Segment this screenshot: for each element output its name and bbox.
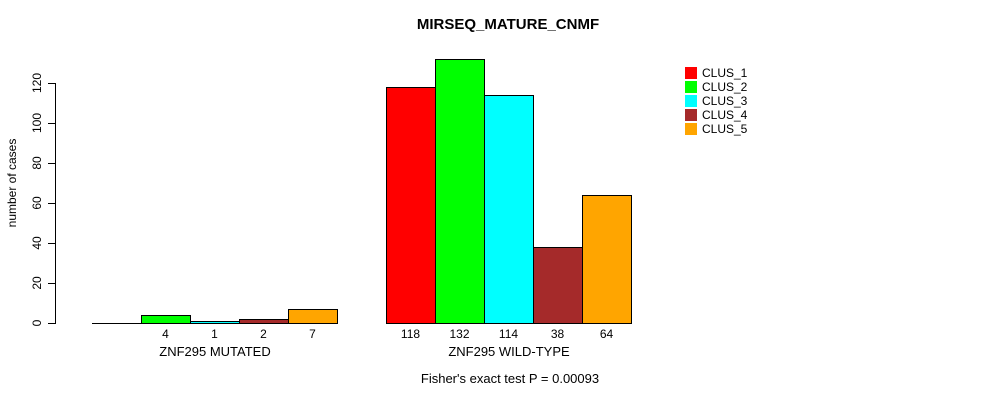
legend: CLUS_1 CLUS_2 CLUS_3 CLUS_4 CLUS_5 [685,66,747,136]
y-tick-120 [48,83,55,84]
legend-swatch-clus-4 [685,109,697,121]
bar-count-znf295-mutated-clus-2: 4 [162,327,169,341]
bar-znf295-wild-type-clus-3 [484,95,534,324]
legend-label-clus-3: CLUS_3 [702,94,748,108]
bar-znf295-mutated-clus-5 [288,309,338,324]
bar-count-znf295-mutated-clus-5: 7 [309,327,316,341]
bar-znf295-mutated-clus-4 [239,319,289,324]
y-tick-100 [48,123,55,124]
legend-swatch-clus-3 [685,95,697,107]
y-tick-label-0: 0 [30,319,44,327]
legend-swatch-clus-5 [685,123,697,135]
bar-znf295-mutated-clus-2 [141,315,191,324]
legend-item-clus-1: CLUS_1 [685,66,747,80]
bar-count-znf295-wild-type-clus-4: 38 [550,327,565,341]
bar-znf295-mutated-clus-3 [190,321,240,324]
legend-item-clus-3: CLUS_3 [685,94,747,108]
bar-count-znf295-wild-type-clus-3: 114 [498,327,519,341]
bar-znf295-wild-type-clus-4 [533,247,583,324]
legend-label-clus-4: CLUS_4 [702,108,748,122]
bar-count-znf295-mutated-clus-4: 2 [260,327,267,341]
chart-title: MIRSEQ_MATURE_CNMF [416,16,600,33]
x-group-label-mutated: ZNF295 MUTATED [159,344,271,359]
legend-item-clus-2: CLUS_2 [685,80,747,94]
y-tick-label-80: 80 [30,156,44,170]
y-axis-label: number of cases [5,138,19,228]
x-group-label-wildtype: ZNF295 WILD-TYPE [448,344,570,359]
bar-znf295-wild-type-clus-2 [435,59,485,324]
legend-swatch-clus-1 [685,67,697,79]
y-axis-line [55,83,56,324]
bar-count-znf295-wild-type-clus-1: 118 [400,327,421,341]
y-tick-label-20: 20 [30,276,44,290]
bar-count-znf295-wild-type-clus-5: 64 [599,327,614,341]
y-tick-40 [48,243,55,244]
bar-count-znf295-wild-type-clus-2: 132 [449,327,470,341]
legend-label-clus-2: CLUS_2 [702,80,748,94]
y-tick-20 [48,283,55,284]
legend-label-clus-5: CLUS_5 [702,122,748,136]
y-tick-label-120: 120 [30,72,44,94]
fisher-test-annotation: Fisher's exact test P = 0.00093 [420,371,600,386]
bar-znf295-wild-type-clus-5 [582,195,632,324]
bar-count-znf295-mutated-clus-3: 1 [211,327,218,341]
legend-item-clus-5: CLUS_5 [685,122,747,136]
bar-znf295-wild-type-clus-1 [386,87,436,324]
legend-item-clus-4: CLUS_4 [685,108,747,122]
y-tick-label-40: 40 [30,236,44,250]
legend-label-clus-1: CLUS_1 [702,66,748,80]
y-tick-0 [48,323,55,324]
legend-swatch-clus-2 [685,81,697,93]
y-tick-label-60: 60 [30,196,44,210]
y-tick-60 [48,203,55,204]
y-tick-80 [48,163,55,164]
y-tick-label-100: 100 [30,112,44,134]
bar-znf295-mutated-clus-1 [92,323,142,324]
